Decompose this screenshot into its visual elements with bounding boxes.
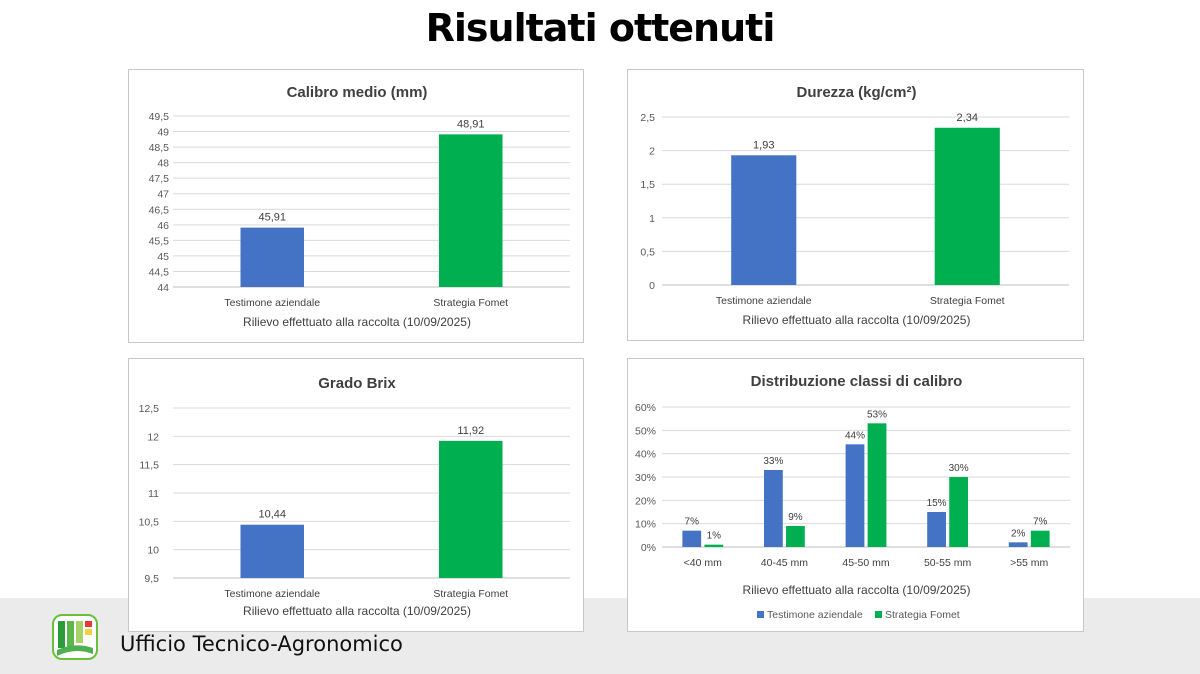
legend-swatch bbox=[875, 611, 882, 618]
x-category-label: Testimone aziendale bbox=[716, 295, 812, 307]
x-category-label: Strategia Fomet bbox=[930, 295, 1005, 307]
data-label: 33% bbox=[763, 456, 783, 467]
data-label: 53% bbox=[867, 409, 887, 420]
y-tick-label: 1,5 bbox=[640, 179, 655, 191]
data-label: 48,91 bbox=[457, 118, 485, 130]
chart-title: Calibro medio (mm) bbox=[287, 84, 428, 101]
x-category-label: 50-55 mm bbox=[924, 557, 972, 569]
y-tick-label: 48,5 bbox=[149, 142, 170, 154]
y-tick-label: 48 bbox=[157, 158, 169, 170]
y-tick-label: 60% bbox=[635, 402, 656, 414]
company-logo-icon bbox=[52, 614, 98, 660]
bar bbox=[682, 530, 702, 547]
y-tick-label: 44 bbox=[157, 282, 169, 294]
y-tick-label: 46,5 bbox=[149, 204, 170, 216]
y-tick-label: 9,5 bbox=[144, 573, 159, 585]
y-tick-label: 2 bbox=[649, 146, 655, 158]
x-axis-title: Rilievo effettuato alla raccolta (10/09/… bbox=[243, 604, 471, 618]
x-category-label: Strategia Fomet bbox=[433, 297, 508, 309]
bar bbox=[867, 423, 887, 547]
chart-panel-durezza: Durezza (kg/cm²) 0 0,5 1 1,5 2 2,5 1,93 Testimon… bbox=[627, 69, 1084, 341]
x-category-label: Testimone aziendale bbox=[224, 588, 320, 600]
data-label: 7% bbox=[685, 517, 700, 528]
x-axis-title: Rilievo effettuato alla raccolta (10/09/… bbox=[243, 315, 471, 329]
y-tick-label: 44,5 bbox=[149, 266, 170, 278]
bar bbox=[927, 512, 946, 547]
chart-panel-distribuzione: Distribuzione classi di calibro 0% 10% 20% 3… bbox=[627, 358, 1084, 632]
bar bbox=[438, 440, 503, 578]
bar bbox=[949, 477, 968, 547]
y-tick-label: 45,5 bbox=[149, 235, 170, 247]
bar bbox=[438, 134, 503, 287]
data-label: 2% bbox=[1011, 528, 1026, 539]
y-tick-label: 49 bbox=[157, 127, 169, 139]
data-label: 30% bbox=[949, 463, 969, 474]
chart-title: Durezza (kg/cm²) bbox=[796, 84, 916, 101]
chart-title: Grado Brix bbox=[318, 375, 396, 392]
bar bbox=[764, 470, 783, 547]
y-tick-label: 45 bbox=[157, 251, 169, 263]
y-tick-label: 10 bbox=[147, 545, 159, 557]
x-category-label: <40 mm bbox=[684, 557, 722, 569]
chart-calibro-medio: Calibro medio (mm) 44 44,5 45 45,5 46 46,5 47 47… bbox=[149, 84, 570, 329]
y-tick-label: 47 bbox=[157, 189, 169, 201]
x-category-label: >55 mm bbox=[1010, 557, 1048, 569]
y-tick-label: 30% bbox=[635, 472, 656, 484]
x-category-label: Testimone aziendale bbox=[224, 297, 320, 309]
bar bbox=[731, 155, 797, 285]
slide-title: Risultati ottenuti bbox=[425, 6, 776, 50]
data-label: 2,34 bbox=[957, 112, 978, 124]
chart-title: Distribuzione classi di calibro bbox=[751, 373, 963, 390]
chart-panel-calibro-medio: Calibro medio (mm) 44 44,5 45 45,5 46 46,5 47 47… bbox=[128, 69, 584, 343]
data-label: 1% bbox=[707, 531, 722, 542]
y-tick-label: 46 bbox=[157, 220, 169, 232]
bar bbox=[240, 524, 305, 578]
legend-swatch bbox=[757, 611, 764, 618]
bar bbox=[704, 544, 724, 547]
x-category-label: 45-50 mm bbox=[842, 557, 890, 569]
y-tick-label: 49,5 bbox=[149, 111, 170, 123]
y-tick-label: 1 bbox=[649, 213, 655, 225]
x-category-label: Strategia Fomet bbox=[433, 588, 508, 600]
data-label: 7% bbox=[1033, 517, 1048, 528]
y-tick-label: 0 bbox=[649, 280, 655, 292]
y-tick-label: 47,5 bbox=[149, 173, 170, 185]
chart-durezza: Durezza (kg/cm²) 0 0,5 1 1,5 2 2,5 1,93 Testimon… bbox=[640, 84, 1069, 327]
data-label: 1,93 bbox=[753, 139, 774, 151]
data-label: 44% bbox=[845, 430, 865, 441]
y-tick-label: 40% bbox=[635, 449, 656, 461]
data-label: 15% bbox=[927, 498, 947, 509]
data-label: 45,91 bbox=[258, 212, 286, 224]
bar bbox=[1030, 530, 1050, 547]
chart-grado-brix: Grado Brix 9,5 10 10,5 11 11,5 12 12,5 10,44 Test… bbox=[139, 375, 570, 618]
data-label: 9% bbox=[788, 512, 803, 523]
chart-panel-grado-brix: Grado Brix 9,5 10 10,5 11 11,5 12 12,5 10,44 Test… bbox=[128, 358, 584, 632]
y-tick-label: 11,5 bbox=[139, 460, 159, 472]
data-label: 10,44 bbox=[258, 509, 286, 521]
x-category-label: 40-45 mm bbox=[761, 557, 809, 569]
legend-label: Strategia Fomet bbox=[885, 609, 960, 621]
chart-distribuzione-classi: Distribuzione classi di calibro 0% 10% 20% 3… bbox=[635, 373, 1070, 621]
x-axis-title: Rilievo effettuato alla raccolta (10/09/… bbox=[743, 583, 971, 597]
bar bbox=[1008, 542, 1028, 547]
y-tick-label: 10% bbox=[635, 519, 656, 531]
y-tick-label: 20% bbox=[635, 495, 656, 507]
y-tick-label: 0% bbox=[641, 542, 656, 554]
bar bbox=[845, 444, 865, 547]
data-label: 11,92 bbox=[457, 425, 484, 437]
y-tick-label: 50% bbox=[635, 425, 656, 437]
legend-label: Testimone aziendale bbox=[767, 609, 863, 621]
bar bbox=[934, 127, 1000, 285]
y-tick-label: 0,5 bbox=[640, 246, 655, 258]
x-axis-title: Rilievo effettuato alla raccolta (10/09/… bbox=[743, 313, 971, 327]
y-tick-label: 10,5 bbox=[139, 516, 160, 528]
y-tick-label: 11 bbox=[148, 488, 159, 500]
footer-department-label: Ufficio Tecnico-Agronomico bbox=[120, 632, 403, 656]
bar bbox=[240, 227, 305, 287]
y-tick-label: 2,5 bbox=[640, 112, 655, 124]
y-tick-label: 12 bbox=[147, 431, 159, 443]
y-tick-label: 12,5 bbox=[139, 403, 160, 415]
bar bbox=[786, 526, 805, 547]
